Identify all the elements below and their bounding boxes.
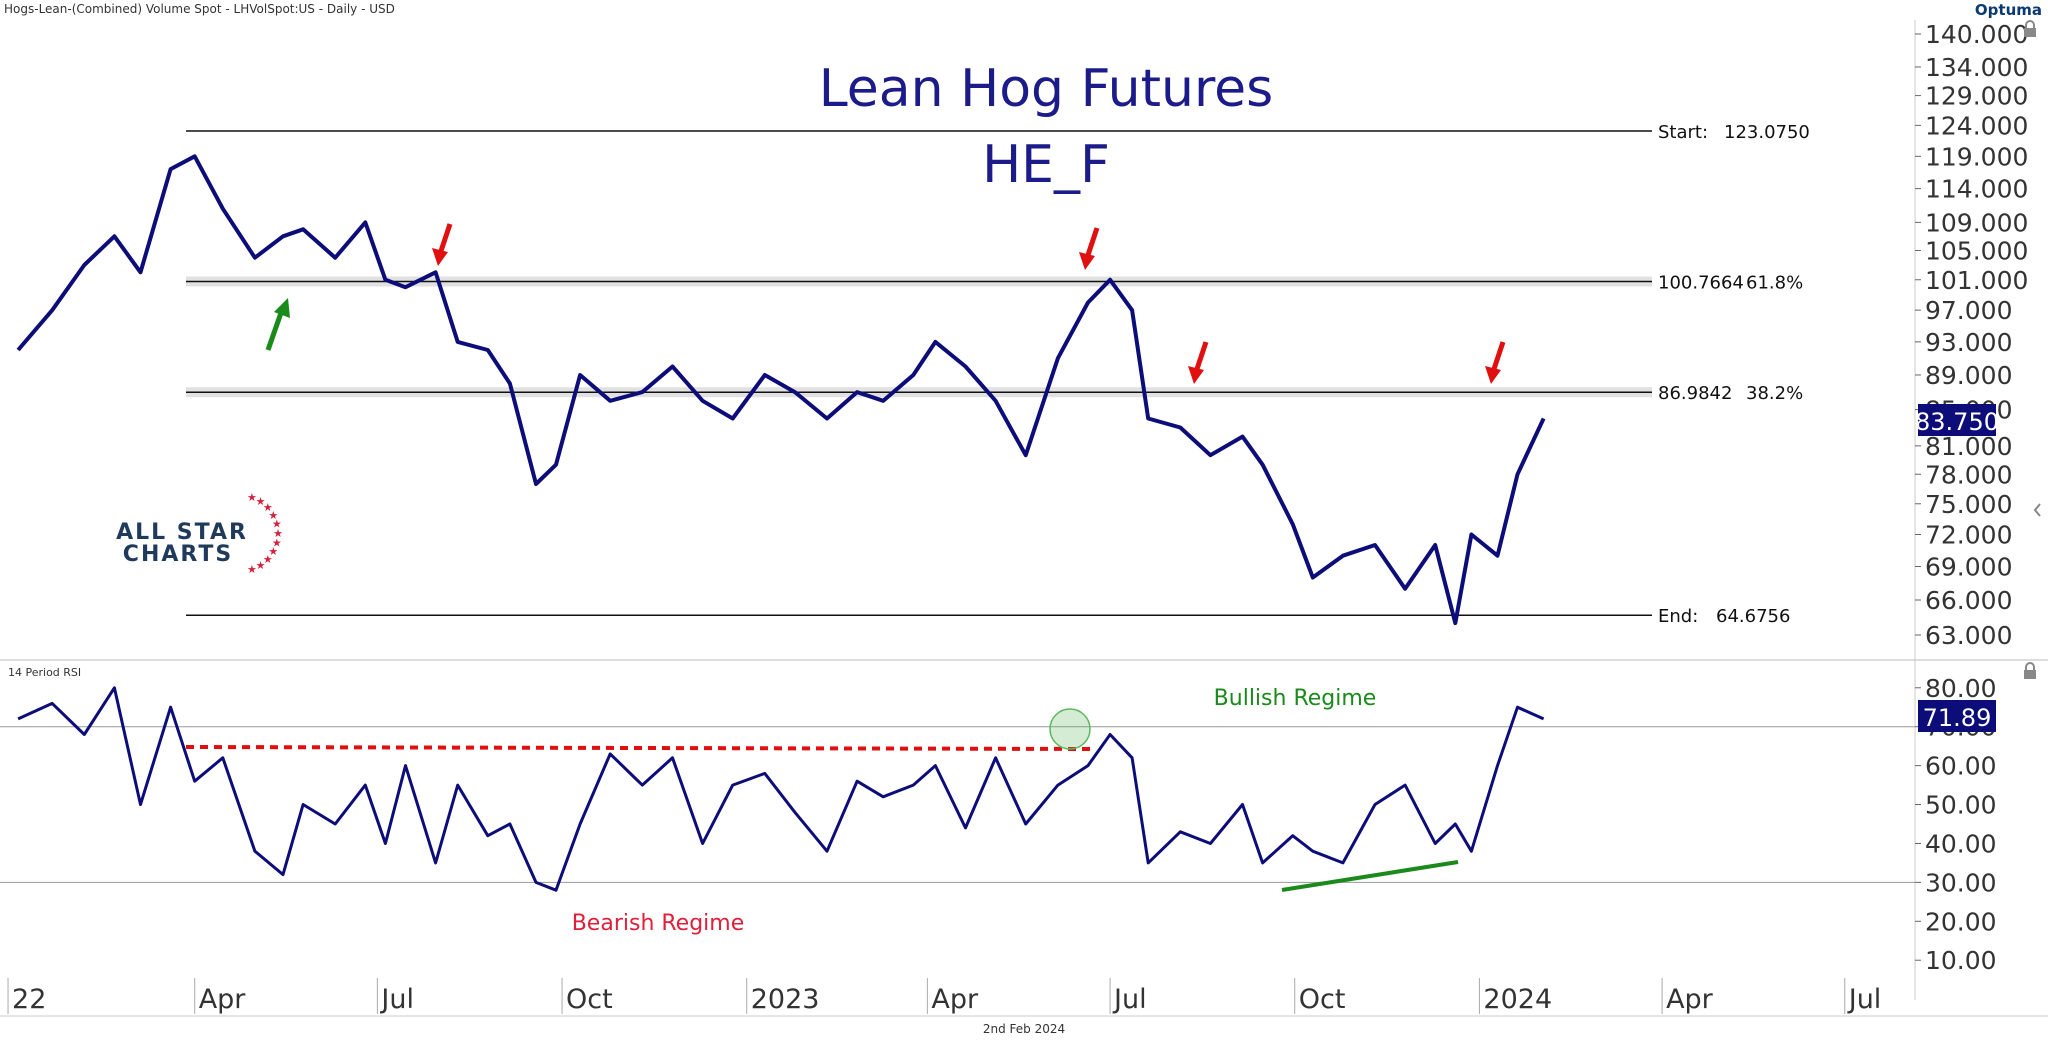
- logo-star: ★: [268, 509, 278, 522]
- rsi-last-value: 71.89: [1923, 704, 1992, 732]
- x-tick-label: Apr: [199, 984, 247, 1015]
- price-series-line: [16, 154, 1546, 626]
- logo-star: ★: [256, 495, 266, 508]
- bearish-regime-label: Bearish Regime: [572, 911, 745, 936]
- rsi-last-value-tag: [1918, 700, 1996, 732]
- rsi-tick-label: 20.00: [1925, 907, 1997, 936]
- logo-line1: ALL STAR: [116, 520, 248, 545]
- logo-star: ★: [263, 553, 273, 566]
- fib-level-value: 64.6756: [1716, 606, 1790, 627]
- collapse-chevron-icon[interactable]: [2033, 503, 2041, 517]
- rsi-resistance-line: [185, 745, 1095, 751]
- price-last-value-tag: [1918, 404, 1996, 436]
- lock-icon[interactable]: [2024, 662, 2036, 679]
- logo-star: ★: [272, 518, 282, 531]
- logo-star: ★: [247, 563, 257, 576]
- price-tick-label: 63.000: [1925, 621, 2012, 650]
- rsi-tick-label: 50.00: [1925, 791, 1997, 820]
- chart-subtitle: HE_F: [982, 135, 1110, 195]
- red-arrow-4: [1485, 341, 1506, 384]
- price-tick-label: 78.000: [1925, 460, 2012, 489]
- x-tick-label: Jul: [379, 984, 414, 1015]
- price-tick-label: 89.000: [1925, 361, 2012, 390]
- rsi-tick-label: 60.00: [1925, 752, 1997, 781]
- price-tick-label: 105.000: [1925, 237, 2028, 266]
- fib-level-value: 61.8%: [1746, 273, 1803, 294]
- price-tick-label: 101.000: [1925, 266, 2028, 295]
- logo-star: ★: [263, 501, 273, 514]
- x-tick-label: Apr: [931, 984, 979, 1015]
- x-tick-label: Apr: [1666, 984, 1714, 1015]
- rsi-divergence-line: [1281, 860, 1459, 892]
- price-tick-label: 119.000: [1925, 142, 2028, 171]
- rsi-tick-label: 40.00: [1925, 829, 1997, 858]
- price-tick-label: 66.000: [1925, 586, 2012, 615]
- price-tick-label: 75.000: [1925, 490, 2012, 519]
- logo-star: ★: [247, 491, 257, 504]
- rsi-label: 14 Period RSI: [8, 666, 81, 679]
- fib-level-label: Start:: [1658, 122, 1708, 143]
- lock-icon[interactable]: [2024, 20, 2036, 37]
- logo-star-arc: ★★★★★★★★★★★: [247, 491, 283, 576]
- price-tick-label: 114.000: [1925, 175, 2028, 204]
- price-tick-label: 97.000: [1925, 296, 2012, 325]
- x-tick-label: 2024: [1483, 984, 1552, 1015]
- rsi-highlight-circle: [1049, 708, 1091, 750]
- price-tick-label: 140.000: [1925, 20, 2028, 49]
- price-tick-label: 129.000: [1925, 82, 2028, 111]
- fib-level-label: End:: [1658, 606, 1698, 627]
- x-tick-label: 2023: [751, 984, 820, 1015]
- red-arrow-1: [432, 223, 453, 266]
- logo-line2: CHARTS: [123, 542, 233, 567]
- fib-level-label: 100.7664: [1658, 273, 1744, 294]
- price-last-value: 83.750: [1915, 408, 1999, 436]
- x-tick-label: Oct: [1299, 984, 1346, 1015]
- price-tick-label: 69.000: [1925, 553, 2012, 582]
- logo-star: ★: [268, 545, 278, 558]
- optuma-brand: Optuma: [1974, 1, 2042, 19]
- logo-star: ★: [272, 536, 282, 549]
- price-tick-label: 72.000: [1925, 520, 2012, 549]
- x-tick-label: Oct: [566, 984, 613, 1015]
- x-tick-label: Jul: [1847, 984, 1882, 1015]
- x-tick-label: Jul: [1112, 984, 1147, 1015]
- rsi-bands: [0, 726, 1915, 883]
- price-tick-label: 109.000: [1925, 208, 2028, 237]
- bullish-regime-label: Bullish Regime: [1214, 686, 1377, 711]
- red-arrow-3: [1188, 341, 1209, 384]
- logo-star: ★: [273, 527, 283, 540]
- red-arrow-2: [1079, 227, 1100, 270]
- price-tick-label: 134.000: [1925, 53, 2028, 82]
- logo-star: ★: [256, 559, 266, 572]
- x-tick-label: 22: [12, 984, 46, 1015]
- rsi-tick-label: 10.00: [1925, 946, 1997, 975]
- rsi-tick-label: 80.00: [1925, 674, 1997, 703]
- fib-level-label: 86.9842: [1658, 383, 1732, 404]
- price-tick-label: 81.000: [1925, 432, 2012, 461]
- rsi-series-line: [17, 686, 1545, 892]
- footer-date: 2nd Feb 2024: [982, 1022, 1066, 1036]
- price-tick-label: 93.000: [1925, 328, 2012, 357]
- fib-level-value: 123.0750: [1724, 122, 1810, 143]
- chart-header: Hogs-Lean-(Combined) Volume Spot - LHVol…: [4, 2, 395, 16]
- rsi-tick-label: 30.00: [1925, 868, 1997, 897]
- date-x-axis: 22 Apr Jul Oct 2023 Apr Jul Oct 2024 Apr Jul: [7, 978, 1882, 1015]
- fib-level-value: 38.2%: [1746, 383, 1803, 404]
- chart-title: Lean Hog Futures: [819, 59, 1274, 119]
- price-fib-levels: Start: 123.0750 100.7664 61.8% 86.9842 38.2% E…: [186, 122, 1810, 627]
- green-arrow: [265, 298, 290, 351]
- price-tick-label: 124.000: [1925, 111, 2028, 140]
